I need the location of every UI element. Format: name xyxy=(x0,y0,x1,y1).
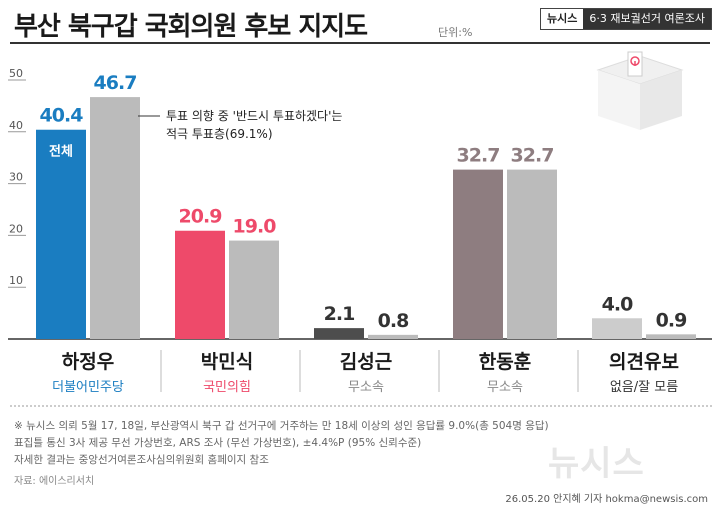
bar-total xyxy=(314,328,364,339)
data-label-active-voters: 32.7 xyxy=(511,145,554,167)
bar-total xyxy=(453,169,503,339)
y-tick-label: 30 xyxy=(9,171,23,184)
candidate-name-label: 김성근 xyxy=(340,351,392,373)
bar-total xyxy=(592,318,642,339)
y-tick-label: 40 xyxy=(9,119,23,132)
footnote-line-2: 표집틀 통신 3사 제공 무선 가상번호, ARS 조사 (무선 가상번호), … xyxy=(14,437,422,449)
candidate-name-label: 한동훈 xyxy=(479,350,531,373)
footnote-line-1: ※ 뉴시스 의뢰 5월 17, 18일, 부산광역시 북구 갑 선거구에 거주하… xyxy=(14,420,549,432)
title-divider xyxy=(10,42,710,44)
data-label-active-voters: 46.7 xyxy=(94,72,137,94)
bar-active-voters xyxy=(368,334,418,339)
candidate-name-label: 하정우 xyxy=(62,351,114,373)
data-label-active-voters: 0.9 xyxy=(656,309,687,331)
footnote-line-3: 자세한 결과는 중앙선거여론조사심의위원회 홈페이지 참조 xyxy=(14,454,269,466)
credit-label: 26.05.20 안지혜 기자 hokma@newsis.com xyxy=(505,494,708,505)
party-label: 국민의힘 xyxy=(203,380,251,395)
y-tick-label: 50 xyxy=(9,67,23,80)
bar-total xyxy=(175,230,225,339)
party-label: 무소속 xyxy=(348,380,384,395)
brand-subtitle: 6·3 재보궐선거 여론조사 xyxy=(583,9,711,29)
data-label-total: 32.7 xyxy=(457,145,500,167)
data-label-total: 40.4 xyxy=(40,105,84,127)
y-tick-label: 10 xyxy=(9,274,23,287)
brand-name: 뉴시스 xyxy=(541,9,584,29)
bar-active-voters xyxy=(646,334,696,339)
data-label-total: 2.1 xyxy=(324,303,355,325)
bar-total xyxy=(36,129,86,339)
unit-label: 단위:% xyxy=(438,26,473,39)
annotation-line-2: 적극 투표층(69.1%) xyxy=(166,127,273,141)
party-label: 없음/잘 모름 xyxy=(610,380,678,395)
candidate-name-label: 박민식 xyxy=(201,351,253,373)
page-title: 부산 북구갑 국회의원 후보 지지도 xyxy=(14,12,368,42)
data-label-active-voters: 0.8 xyxy=(378,310,409,332)
source-label: 자료: 에이스리서치 xyxy=(14,476,95,487)
bar-active-voters xyxy=(90,97,140,340)
data-label-total: 4.0 xyxy=(602,293,633,315)
newsis-watermark: 뉴시스 xyxy=(548,444,645,484)
candidate-name-label: 의견유보 xyxy=(609,351,679,373)
y-tick-label: 20 xyxy=(9,222,23,235)
data-label-total: 20.9 xyxy=(179,206,222,228)
bar-active-voters xyxy=(229,240,279,339)
party-label: 무소속 xyxy=(487,380,523,395)
annotation-line-1: 투표 의향 중 '반드시 투표하겠다'는 xyxy=(166,109,342,123)
ballot-box-icon xyxy=(596,51,684,130)
bar-active-voters xyxy=(507,169,557,339)
footnote: ※ 뉴시스 의뢰 5월 17, 18일, 부산광역시 북구 갑 선거구에 거주하… xyxy=(14,418,704,469)
data-label-active-voters: 19.0 xyxy=(233,216,277,238)
party-label: 더불어민주당 xyxy=(52,380,124,395)
brand-badge: 뉴시스 6·3 재보궐선거 여론조사 xyxy=(540,8,712,30)
total-series-label: 전체 xyxy=(49,144,73,160)
